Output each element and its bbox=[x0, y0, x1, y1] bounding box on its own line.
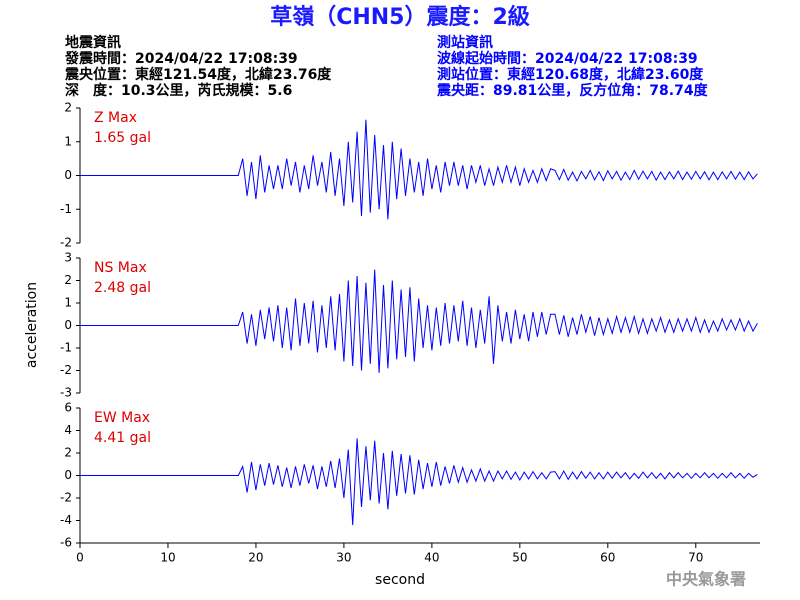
station-line: 震央距：89.81公里，反方位角：78.74度 bbox=[436, 82, 709, 99]
y-tick-label: 0 bbox=[64, 168, 72, 182]
x-tick-label: 50 bbox=[512, 551, 527, 565]
y-tick-label: -2 bbox=[60, 363, 72, 377]
x-tick-label: 30 bbox=[336, 551, 351, 565]
y-axis-label: acceleration bbox=[24, 282, 40, 368]
max-label: 2.48 gal bbox=[94, 280, 151, 296]
y-tick-label: -6 bbox=[60, 536, 72, 550]
x-tick-label: 0 bbox=[76, 551, 84, 565]
y-tick-label: 3 bbox=[64, 251, 72, 265]
max-label: 1.65 gal bbox=[94, 130, 151, 146]
y-tick-label: -3 bbox=[60, 386, 72, 400]
y-tick-label: -1 bbox=[60, 341, 72, 355]
component-label: NS Max bbox=[94, 260, 147, 276]
x-axis-label: second bbox=[375, 572, 425, 588]
y-tick-label: -1 bbox=[60, 202, 72, 216]
y-tick-label: 4 bbox=[64, 423, 72, 437]
x-tick-label: 60 bbox=[600, 551, 615, 565]
y-tick-label: -4 bbox=[60, 513, 72, 527]
waveform bbox=[80, 269, 758, 373]
component-label: EW Max bbox=[94, 410, 150, 426]
watermark: 中央氣象署 bbox=[666, 570, 746, 589]
waveform bbox=[80, 119, 758, 220]
y-tick-label: 0 bbox=[64, 468, 72, 482]
waveform bbox=[80, 438, 758, 526]
station-line: 測站位置：東經120.68度，北緯23.60度 bbox=[437, 66, 704, 83]
station-line: 測站資訊 bbox=[437, 34, 493, 51]
max-label: 4.41 gal bbox=[94, 430, 151, 446]
y-tick-label: 2 bbox=[64, 101, 72, 115]
y-tick-label: 6 bbox=[64, 401, 72, 415]
y-tick-label: 2 bbox=[64, 273, 72, 287]
info-line: 地震資訊 bbox=[65, 34, 121, 51]
info-line: 震央位置：東經121.54度，北緯23.76度 bbox=[64, 66, 332, 83]
x-tick-label: 70 bbox=[688, 551, 703, 565]
x-tick-label: 10 bbox=[160, 551, 175, 565]
y-tick-label: -2 bbox=[60, 491, 72, 505]
chart-title: 草嶺（CHN5）震度：2級 bbox=[270, 4, 530, 30]
info-line: 深 度：10.3公里，芮氏規模：5.6 bbox=[65, 82, 292, 99]
x-tick-label: 20 bbox=[248, 551, 263, 565]
y-tick-label: 1 bbox=[64, 296, 72, 310]
info-line: 發震時間：2024/04/22 17:08:39 bbox=[64, 50, 298, 67]
station-line: 波線起始時間：2024/04/22 17:08:39 bbox=[437, 50, 698, 67]
component-label: Z Max bbox=[94, 110, 137, 126]
y-tick-label: 2 bbox=[64, 446, 72, 460]
y-tick-label: 0 bbox=[64, 318, 72, 332]
y-tick-label: 1 bbox=[64, 134, 72, 148]
y-tick-label: -2 bbox=[60, 236, 72, 250]
x-tick-label: 40 bbox=[424, 551, 439, 565]
